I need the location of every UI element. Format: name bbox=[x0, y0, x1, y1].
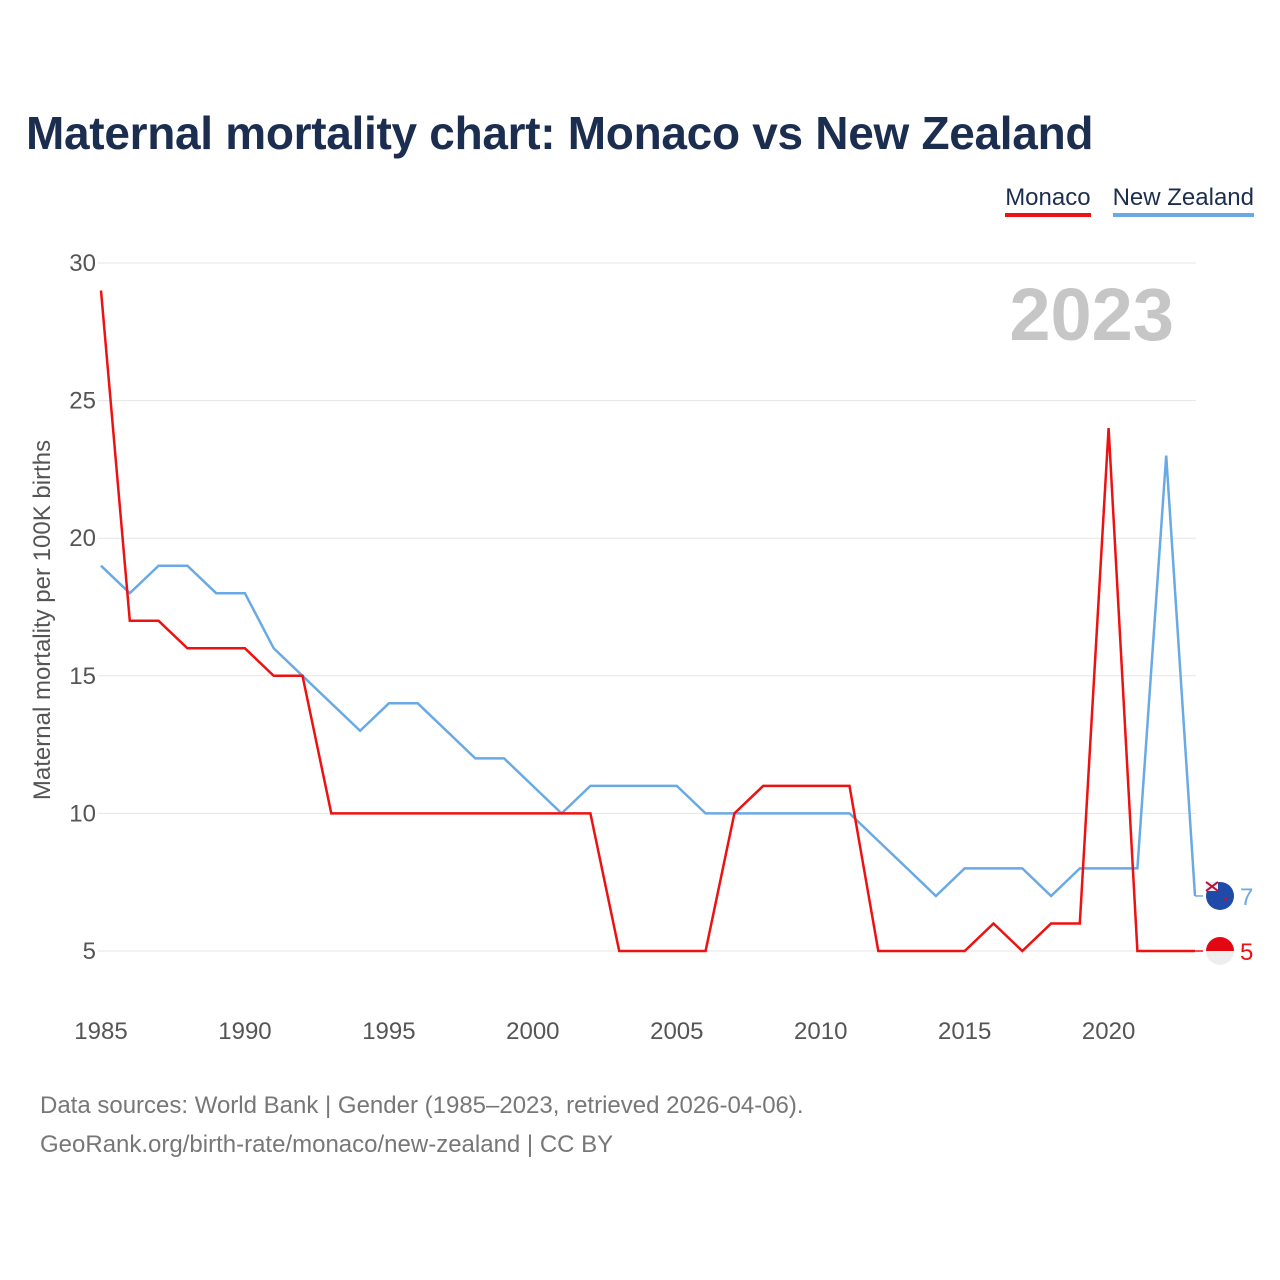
footer-link[interactable]: GeoRank.org/birth-rate/monaco/new-zealan… bbox=[40, 1131, 614, 1158]
x-tick-label: 2010 bbox=[794, 1018, 847, 1045]
series-line-new-zealand[interactable] bbox=[100, 455, 1197, 898]
page-title: Maternal mortality chart: Monaco vs New … bbox=[26, 107, 1094, 159]
end-value-new-zealand: 7 bbox=[1240, 884, 1253, 911]
y-tick-label: 20 bbox=[69, 525, 96, 552]
x-tick-label: 1985 bbox=[74, 1018, 127, 1045]
grid-lines bbox=[98, 262, 1196, 952]
y-tick-label: 15 bbox=[69, 663, 96, 690]
footer-sources: Data sources: World Bank | Gender (1985–… bbox=[40, 1092, 804, 1119]
y-axis-ticks: 5 10 15 20 25 30 bbox=[69, 250, 96, 965]
new-zealand-flag-star bbox=[1224, 897, 1228, 901]
y-tick-label: 5 bbox=[83, 938, 96, 965]
new-zealand-flag-cross bbox=[1205, 881, 1219, 892]
legend-item-new-zealand[interactable]: New Zealand bbox=[1112, 184, 1254, 217]
x-tick-label: 1990 bbox=[218, 1018, 271, 1045]
legend-item-monaco[interactable]: Monaco bbox=[1005, 184, 1091, 217]
x-tick-label: 2000 bbox=[506, 1018, 559, 1045]
year-label: 2023 bbox=[1009, 273, 1174, 356]
x-axis-ticks: 1985 1990 1995 2000 2005 2010 2015 2020 bbox=[74, 1018, 1135, 1045]
series-line-monaco[interactable] bbox=[99, 290, 1195, 953]
x-tick-label: 2015 bbox=[938, 1018, 991, 1045]
end-value-monaco: 5 bbox=[1240, 939, 1253, 966]
x-tick-label: 2020 bbox=[1082, 1018, 1135, 1045]
y-axis-label: Maternal mortality per 100K births bbox=[29, 440, 56, 800]
x-tick-label: 1995 bbox=[362, 1018, 415, 1045]
y-tick-label: 30 bbox=[69, 250, 96, 277]
legend: Monaco New Zealand bbox=[1005, 184, 1254, 217]
y-tick-label: 10 bbox=[69, 800, 96, 827]
footer: Data sources: World Bank | Gender (1985–… bbox=[40, 1086, 804, 1164]
y-tick-label: 25 bbox=[69, 388, 96, 415]
x-tick-label: 2005 bbox=[650, 1018, 703, 1045]
monaco-flag-red-half bbox=[1206, 937, 1234, 951]
